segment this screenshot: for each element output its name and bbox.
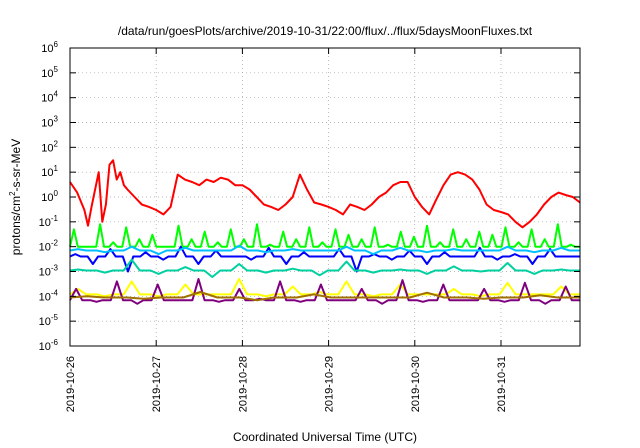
chart-title: /data/run/goesPlots/archive/2019-10-31/2… [118,24,533,38]
y-tick-label: 105 [41,65,58,80]
x-tick-label: 2019-10-31 [496,356,508,412]
x-tick-label: 2019-10-26 [65,356,77,412]
x-tick-label: 2019-10-30 [410,356,422,412]
y-axis-label: protons/cm2-s-sr-MeV [8,139,23,255]
y-tick-label: 10-1 [39,214,59,229]
y-tick-label: 10-3 [39,264,59,279]
y-axis-label-rest: -s-sr-MeV [9,139,23,192]
y-tick-label: 10-4 [39,288,59,303]
y-tick-label: 100 [41,189,58,204]
y-axis-label-sup: 2 [8,191,17,196]
y-tick-label: 10-6 [39,338,59,353]
y-axis-label-base: protons/cm [9,196,23,255]
y-tick-label: 101 [41,164,58,179]
y-tick-label: 102 [41,139,58,154]
series-line-purple [69,278,580,305]
x-tick-label: 2019-10-28 [237,356,249,412]
y-tick-label: 10-2 [39,239,59,254]
series-line-green [69,223,580,248]
x-axis-label: Coordinated Universal Time (UTC) [233,430,417,444]
y-tick-label: 103 [41,115,58,130]
series-line-red [69,159,581,229]
y-tick-label: 106 [41,40,58,55]
series-line-blue [69,245,580,273]
y-tick-label: 10-5 [39,313,59,328]
x-axis-ticks: 2019-10-26 2019-10-27 2019-10-28 2019-10-29… [65,48,508,412]
y-tick-label: 104 [41,90,58,105]
series-line-teal [69,258,580,278]
series-line-brown [69,291,580,302]
y-axis-ticks: 10-6 10-5 10-4 10-3 10-2 10-1 100 101 102 103 104 1… [39,40,580,353]
series-group [69,159,581,305]
x-tick-label: 2019-10-27 [151,356,163,412]
series-line-cyan [69,244,580,256]
x-tick-label: 2019-10-29 [324,356,336,412]
